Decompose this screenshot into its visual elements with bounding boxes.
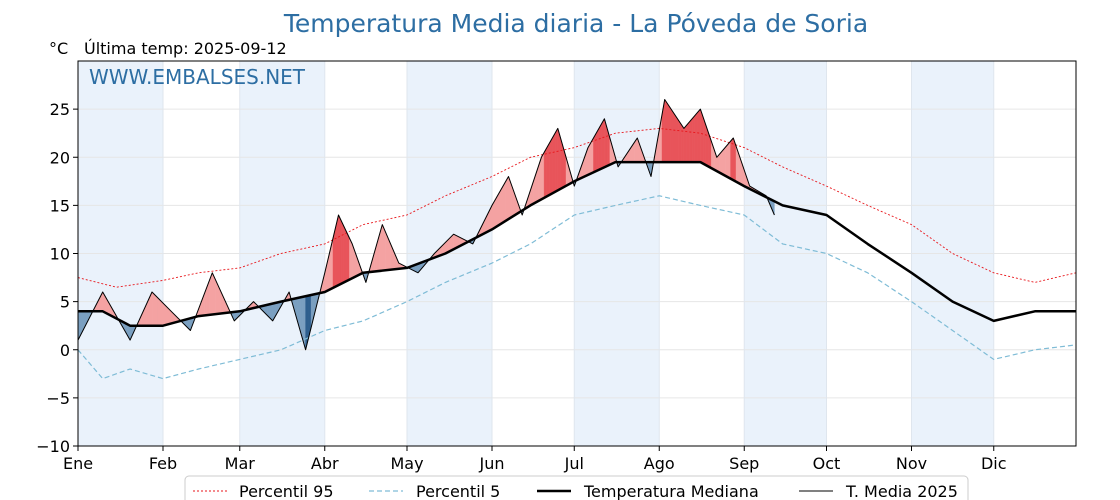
anomaly-fill-above xyxy=(664,98,668,163)
anomaly-fill-above xyxy=(546,142,550,197)
anomaly-fill-above xyxy=(724,143,728,178)
anomaly-fill-above xyxy=(343,226,347,283)
anomaly-fill-above xyxy=(697,108,701,163)
anomaly-fill-above xyxy=(154,294,158,326)
y-tick-label: 15 xyxy=(50,196,70,215)
anomaly-fill-above xyxy=(341,220,345,285)
anomaly-fill-above xyxy=(346,232,350,282)
x-tick-label-may: May xyxy=(390,454,423,473)
anomaly-fill-above xyxy=(500,185,504,225)
anomaly-fill-above xyxy=(541,151,545,200)
legend-label-current: T. Media 2025 xyxy=(845,482,958,500)
anomaly-fill-above xyxy=(601,117,605,169)
x-axis: Ene Feb Mar Abr May Jun Jul Ago Sep Oct Nov Dic xyxy=(63,446,1007,473)
series-line-t-media-2025 xyxy=(77,99,775,351)
last-temp-label: Última temp: 2025-09-12 xyxy=(84,39,287,58)
x-tick-label-abr: Abr xyxy=(311,454,339,473)
x-tick-label-ago: Ago xyxy=(644,454,675,473)
anomaly-fill-above xyxy=(689,118,693,163)
x-tick-label-mar: Mar xyxy=(225,454,256,473)
x-tick-label-nov: Nov xyxy=(896,454,927,473)
anomaly-fill-above xyxy=(686,121,690,163)
anomaly-fill-above xyxy=(349,238,353,280)
y-tick-label: −5 xyxy=(46,389,70,408)
series-lines xyxy=(77,99,1077,380)
anomaly-fill-above xyxy=(672,111,676,163)
anomaly-fill-above xyxy=(338,214,342,286)
anomaly-fill-above xyxy=(593,132,597,173)
anomaly-fill-above xyxy=(727,140,731,179)
anomaly-fill-above xyxy=(157,297,161,326)
anomaly-fill-above xyxy=(502,180,506,223)
x-tick-label-jul: Jul xyxy=(564,454,584,473)
anomaly-fill-above xyxy=(595,127,600,172)
y-tick-label: 20 xyxy=(50,148,70,167)
anomaly-fill-above xyxy=(598,122,602,171)
legend-label-p95: Percentil 95 xyxy=(239,482,334,500)
x-tick-label-dic: Dic xyxy=(981,454,1007,473)
y-tick-label: 10 xyxy=(50,245,70,264)
anomaly-fill-above xyxy=(670,107,674,163)
anomaly-fill-above xyxy=(382,224,386,271)
x-tick-label-oct: Oct xyxy=(813,454,841,473)
legend: Percentil 95 Percentil 5 Temperatura Med… xyxy=(184,475,969,500)
unit-label: °C xyxy=(49,39,68,58)
y-axis: −10 −5 0 5 10 15 20 25 xyxy=(36,100,78,456)
anomaly-fill-above xyxy=(151,291,155,326)
y-tick-label: 0 xyxy=(60,341,70,360)
anomaly-fill-above xyxy=(691,114,696,163)
anomaly-fill-above xyxy=(497,190,501,227)
anomaly-fill-above xyxy=(162,302,166,326)
y-tick-label: −10 xyxy=(36,437,70,456)
watermark: WWW.EMBALSES.NET xyxy=(89,65,306,89)
anomaly-fill-above xyxy=(667,102,671,163)
anomaly-fill-above xyxy=(505,175,509,222)
anomaly-fill-above xyxy=(694,111,698,163)
series-line-temperatura-mediana xyxy=(78,160,1076,327)
x-tick-label-sep: Sep xyxy=(729,454,759,473)
legend-label-p5: Percentil 5 xyxy=(416,482,500,500)
x-tick-label-ene: Ene xyxy=(63,454,93,473)
anomaly-fill-above xyxy=(549,137,553,196)
series-line-percentil-5 xyxy=(77,195,1077,380)
x-tick-label-feb: Feb xyxy=(149,454,177,473)
anomaly-fill-above xyxy=(554,127,559,193)
anomaly-fill-above xyxy=(160,299,164,326)
x-tick-label-jun: Jun xyxy=(479,454,505,473)
legend-label-median: Temperatura Mediana xyxy=(583,482,759,500)
anomaly-fill-above xyxy=(590,137,594,174)
anomaly-fill-above xyxy=(543,146,548,199)
y-tick-label: 25 xyxy=(50,100,70,119)
anomaly-fill-above xyxy=(678,119,682,163)
chart-title: Temperatura Media diaria - La Póveda de … xyxy=(283,9,868,38)
series-line-percentil-95 xyxy=(77,127,1077,288)
y-tick-label: 5 xyxy=(60,293,70,312)
anomaly-fill-above xyxy=(552,132,556,194)
anomaly-fill-above xyxy=(675,115,679,163)
anomaly-fill-above xyxy=(722,147,726,176)
legend-box xyxy=(184,475,969,500)
anomaly-fill-above xyxy=(680,123,685,163)
anomaly-fill-above xyxy=(683,124,687,163)
